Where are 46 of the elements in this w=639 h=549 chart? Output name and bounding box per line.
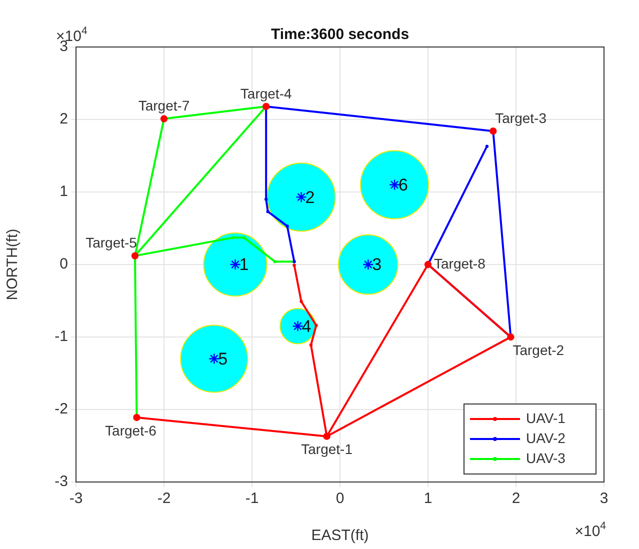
x-tick-label: -2 [157, 490, 171, 508]
point [242, 236, 246, 240]
annotation: 2 [305, 188, 315, 207]
x-tick-label: -1 [245, 490, 259, 508]
x-tick-label: 0 [336, 490, 344, 508]
annotation: Target-2 [512, 342, 564, 358]
point [292, 264, 296, 267]
point [231, 236, 234, 240]
annotation: 4 [302, 316, 312, 336]
x-tick-label: 1 [424, 490, 432, 508]
point [286, 224, 289, 228]
point [264, 198, 268, 201]
point [309, 343, 313, 347]
y-tick-label: 1 [60, 183, 68, 200]
point [266, 210, 270, 214]
point [273, 260, 276, 264]
annotation: Target-4 [240, 85, 292, 102]
annotation: 1 [239, 255, 249, 274]
annotation: Target-5 [86, 234, 138, 251]
annotation: 3 [372, 255, 382, 274]
annotation: Target-1 [301, 441, 353, 458]
point [208, 353, 220, 364]
y-tick-label: -2 [54, 400, 68, 418]
point [230, 258, 241, 270]
x-tick-label: 3 [600, 490, 608, 508]
annotation: 5 [218, 349, 228, 368]
point [314, 324, 318, 327]
annotation: Target-7 [138, 98, 190, 114]
y-tick-label: -3 [54, 473, 68, 490]
annotation: 6 [398, 175, 408, 194]
legend-label: UAV-3 [526, 450, 566, 466]
y-tick-label: 2 [60, 110, 68, 128]
y-axis-title: NORTH(ft) [4, 228, 22, 300]
point [296, 191, 307, 203]
point [300, 300, 303, 304]
legend-label: UAV-1 [526, 410, 566, 426]
annotation: Target-8 [434, 255, 486, 272]
chart-title: Time:3600 seconds [270, 26, 410, 43]
y-tick-label: 0 [60, 256, 68, 273]
x-tick-label: 2 [512, 490, 520, 508]
annotation: Target-3 [495, 110, 547, 126]
x-axis-title: EAST(ft) [311, 527, 369, 544]
point [485, 144, 489, 148]
y-tick-label: -1 [54, 328, 68, 346]
legend-label: UAV-2 [526, 430, 566, 446]
annotation: Target-6 [105, 422, 157, 438]
